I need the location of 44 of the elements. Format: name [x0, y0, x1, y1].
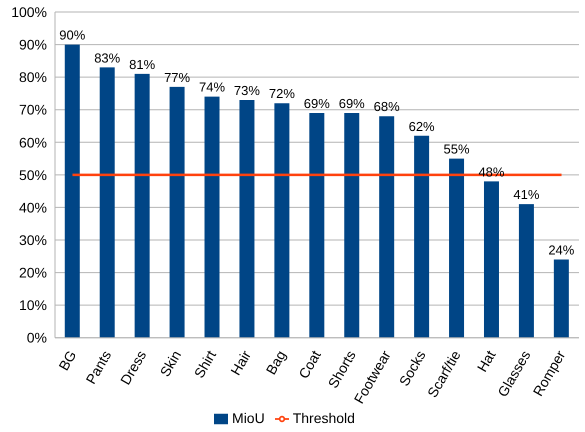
data-label: 73%	[234, 82, 260, 98]
legend-label: Threshold	[292, 410, 355, 426]
data-label: 69%	[304, 96, 330, 111]
y-tick-label: 10%	[18, 297, 47, 314]
data-label: 83%	[94, 50, 121, 66]
bar	[274, 103, 290, 338]
data-label: 90%	[59, 28, 86, 43]
x-tick-label: BG	[55, 348, 80, 374]
data-label: 74%	[199, 80, 226, 95]
y-tick-label: 30%	[18, 232, 47, 248]
bar	[449, 158, 464, 338]
bar	[379, 116, 394, 338]
data-label: 77%	[164, 70, 191, 85]
bar	[64, 44, 80, 338]
data-label: 68%	[374, 99, 400, 114]
y-tick-label: 60%	[18, 134, 47, 150]
bar	[170, 86, 185, 338]
data-label: 81%	[129, 56, 156, 72]
bar	[239, 100, 254, 338]
bar	[134, 74, 150, 338]
bar	[100, 67, 115, 338]
data-label: 62%	[408, 118, 436, 134]
x-tick-label: Hat	[474, 348, 499, 375]
y-tick-label: 90%	[18, 36, 47, 53]
data-label: 72%	[268, 86, 296, 102]
legend-label: MioU	[232, 410, 265, 426]
bar	[518, 204, 534, 338]
y-tick-label: 40%	[18, 199, 47, 216]
bar	[414, 136, 430, 338]
y-tick-label: 20%	[18, 264, 47, 281]
bar	[309, 112, 324, 338]
data-label: 69%	[338, 96, 366, 111]
y-tick-label: 50%	[18, 166, 47, 183]
y-tick-label: 70%	[18, 102, 47, 118]
y-tick-label: 100%	[11, 4, 47, 20]
bar	[554, 260, 569, 338]
data-label: 24%	[548, 242, 575, 258]
y-tick-label: 0%	[26, 330, 47, 346]
data-label: 41%	[513, 187, 540, 202]
bar	[484, 181, 499, 338]
y-tick-label: 80%	[18, 69, 47, 86]
bar	[344, 112, 360, 338]
data-label: 55%	[444, 142, 470, 157]
bar	[204, 96, 220, 338]
